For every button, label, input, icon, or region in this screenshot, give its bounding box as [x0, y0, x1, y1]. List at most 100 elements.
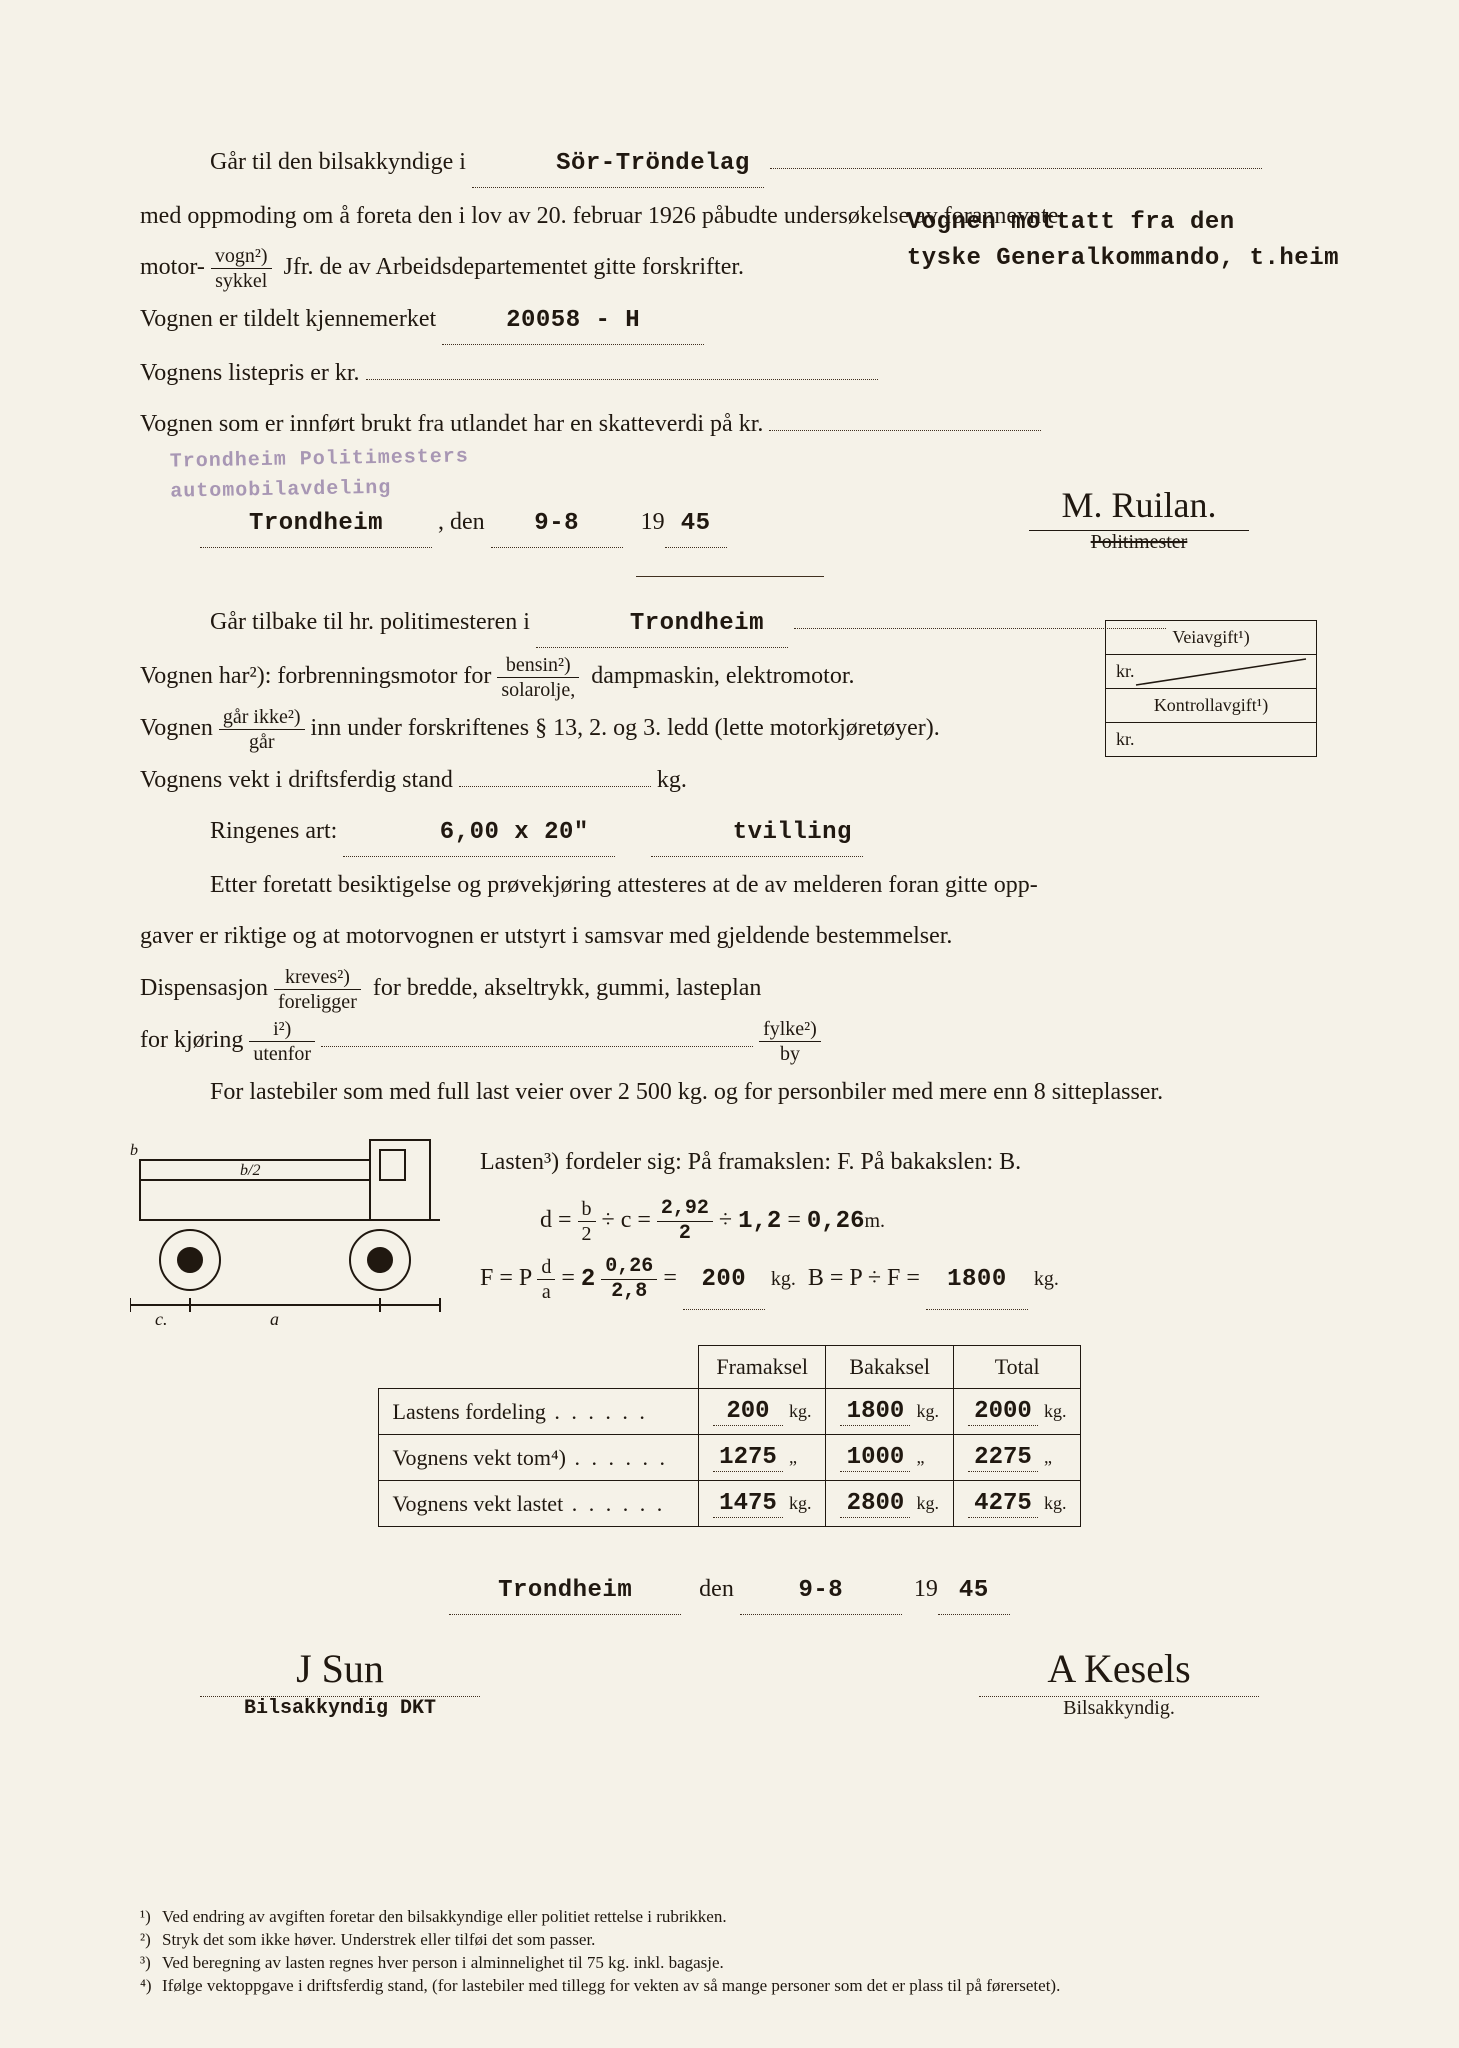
line3-tail: Jfr. de av Arbeidsdepartementet gitte fo… [284, 254, 745, 280]
weight-table-wrap: Framaksel Bakaksel Total Lastens fordeli… [140, 1345, 1319, 1527]
has-label: Vognen har²): forbrenningsmotor for [140, 663, 491, 689]
date2-year: 45 [938, 1568, 1010, 1615]
footnote-2: Stryk det som ikke høver. Understrek ell… [162, 1930, 595, 1949]
signature-1-title: Politimester [1029, 530, 1249, 554]
fee-kr-2: kr. [1116, 729, 1135, 749]
date-place-1: Trondheim , den 9-8 1945 [200, 500, 727, 548]
motor-vogn-fraction: vogn²) sykkel [211, 246, 272, 291]
under-b: inn under forskriftenes § 13, 2. og 3. l… [311, 715, 940, 741]
r3-b: 2800 [840, 1490, 910, 1518]
footnotes: ¹)Ved endring av avgiften foretar den bi… [140, 1906, 1319, 1998]
typed-received-note: Vognen mottatt fra den tyske Generalkomm… [907, 205, 1339, 277]
weight-table: Framaksel Bakaksel Total Lastens fordeli… [378, 1345, 1082, 1527]
attest-2: gaver er riktige og at motorvognen er ut… [140, 914, 1319, 960]
ring-line: Ringenes art: 6,00 x 20" tvilling [140, 809, 1319, 857]
footnote-4: Ifølge vektoppgave i driftsferdig stand,… [162, 1976, 1060, 1995]
calc-f-line: F = P da = 2 0,262,8 = 200 kg. B = P ÷ F… [480, 1250, 1059, 1310]
kj-label: for kjøring [140, 1027, 243, 1053]
stamp-line2: automobilavdeling [170, 472, 470, 507]
disp-tail: for bredde, akseltrykk, gummi, lasteplan [373, 975, 762, 1001]
fee-vei-kr: kr. [1106, 655, 1316, 689]
date1-yearprefix: 19 [641, 509, 665, 535]
date-line-2: Trondheim den 9-8 1945 [140, 1567, 1319, 1615]
kj-fraction: i²) utenfor [249, 1019, 315, 1064]
frac-num: vogn²) [211, 246, 272, 269]
listepris-label: Vognens listepris er kr. [140, 360, 360, 386]
signature-block-left: J Sun Bilsakkyndig DKT [200, 1645, 480, 1720]
kjennemerke-line: Vognen er tildelt kjennemerket 20058 - H [140, 297, 1319, 345]
gaar-fraction: går ikke²) går [219, 707, 305, 752]
truck-diagram-icon: c. a b/2 b [130, 1130, 460, 1330]
has-tail: dampmaskin, elektromotor. [591, 663, 854, 689]
return-place: Trondheim [536, 601, 788, 648]
vekt-line: Vognens vekt i driftsferdig stand kg. [140, 758, 1319, 804]
vekt-value [459, 786, 651, 787]
motor-prefix: motor- [140, 254, 205, 280]
r1-label: Lastens fordeling [393, 1399, 648, 1424]
skatt-label: Vognen som er innført brukt fra utlandet… [140, 411, 763, 437]
kj2-fraction: fylke²) by [759, 1019, 821, 1064]
calc-d-line: d = b2 ÷ c = 2,922 ÷ 1,2 = 0,26m. [480, 1192, 1059, 1251]
r2-t: 2275 [968, 1444, 1038, 1472]
table-row: Vognens vekt lastet 1475kg. 2800kg. 4275… [378, 1481, 1081, 1527]
signature-right: A Kesels [979, 1645, 1259, 1692]
svg-text:a: a [270, 1309, 279, 1329]
table-row: Vognens vekt tom⁴) 1275„ 1000„ 2275„ [378, 1435, 1081, 1481]
r2-label: Vognens vekt tom⁴) [393, 1445, 668, 1470]
lastebil-text: For lastebiler som med full last veier o… [140, 1070, 1319, 1116]
kjennemerke-value: 20058 - H [442, 298, 704, 345]
col-framaksel: Framaksel [698, 1346, 826, 1389]
typed-note-1: Vognen mottatt fra den [907, 205, 1339, 241]
r1-t: 2000 [968, 1398, 1038, 1426]
date2-date: 9-8 [740, 1568, 902, 1615]
vekt-unit: kg. [657, 767, 687, 793]
load-calculation: Lasten³) fordeler sig: På framakslen: F.… [480, 1134, 1059, 1310]
vekt-label: Vognens vekt i driftsferdig stand [140, 767, 453, 793]
r2-f: 1275 [713, 1444, 783, 1472]
kjoring-line: for kjøring i²) utenfor fylke²) by [140, 1018, 1319, 1064]
rubber-stamp: Trondheim Politimesters automobilavdelin… [169, 442, 469, 507]
col-bakaksel: Bakaksel [826, 1346, 954, 1389]
disp-fraction: kreves²) foreligger [274, 967, 361, 1012]
signature-right-title: Bilsakkyndig. [979, 1696, 1259, 1720]
r2-b: 1000 [840, 1444, 910, 1472]
ring-tail: tvilling [651, 810, 863, 857]
ring-value: 6,00 x 20" [343, 810, 615, 857]
signature-block-right: A Kesels Bilsakkyndig. [979, 1645, 1259, 1720]
date1-date: 9-8 [491, 501, 623, 548]
calc-F-result: 200 [683, 1251, 765, 1310]
frac-den: sykkel [211, 269, 272, 291]
fuel-fraction: bensin²) solarolje, [497, 655, 579, 700]
disp-label: Dispensasjon [140, 975, 268, 1001]
fee-box: Veiavgift¹) kr. Kontrollavgift¹) kr. [1105, 620, 1317, 757]
r3-label: Vognens vekt lastet [393, 1491, 666, 1516]
kj-blank [321, 1046, 753, 1047]
county-tail-blank [770, 168, 1262, 169]
document-page: Går til den bilsakkyndige i Sör-Tröndela… [0, 0, 1459, 2048]
signature-left-title: Bilsakkyndig DKT [200, 1696, 480, 1720]
signature-1: M. Ruilan. [989, 484, 1289, 526]
listepris-value [366, 379, 878, 380]
col-total: Total [953, 1346, 1081, 1389]
r1-b: 1800 [840, 1398, 910, 1426]
intro-line: Går til den bilsakkyndige i Sör-Tröndela… [140, 140, 1319, 188]
under-a: Vognen [140, 715, 213, 741]
table-row: Lastens fordeling 200kg. 1800kg. 2000kg. [378, 1389, 1081, 1435]
date1-place: Trondheim [200, 501, 432, 548]
county-field: Sör-Tröndelag [472, 141, 764, 188]
footnote-3: Ved beregning av lasten regnes hver pers… [162, 1953, 724, 1972]
fee-kontroll-label: Kontrollavgift¹) [1106, 689, 1316, 723]
r3-f: 1475 [713, 1490, 783, 1518]
date2-den: den [699, 1576, 734, 1602]
skatt-line: Vognen som er innført brukt fra utlandet… [140, 402, 1319, 448]
kjennemerke-label: Vognen er tildelt kjennemerket [140, 306, 436, 332]
intro-prefix: Går til den bilsakkyndige i [210, 149, 466, 175]
stamp-line1: Trondheim Politimesters [169, 442, 469, 477]
attest-1: Etter foretatt besiktigelse og prøvekjør… [140, 863, 1319, 909]
signature-block-1: M. Ruilan. Politimester [989, 484, 1289, 554]
date1-den: , den [438, 509, 485, 535]
typed-note-2: tyske Generalkommando, t.heim [907, 241, 1339, 277]
fee-veiavgift-label: Veiavgift¹) [1106, 621, 1316, 655]
return-intro: Går tilbake til hr. politimesteren i [210, 609, 530, 635]
date1-year: 45 [665, 501, 727, 548]
